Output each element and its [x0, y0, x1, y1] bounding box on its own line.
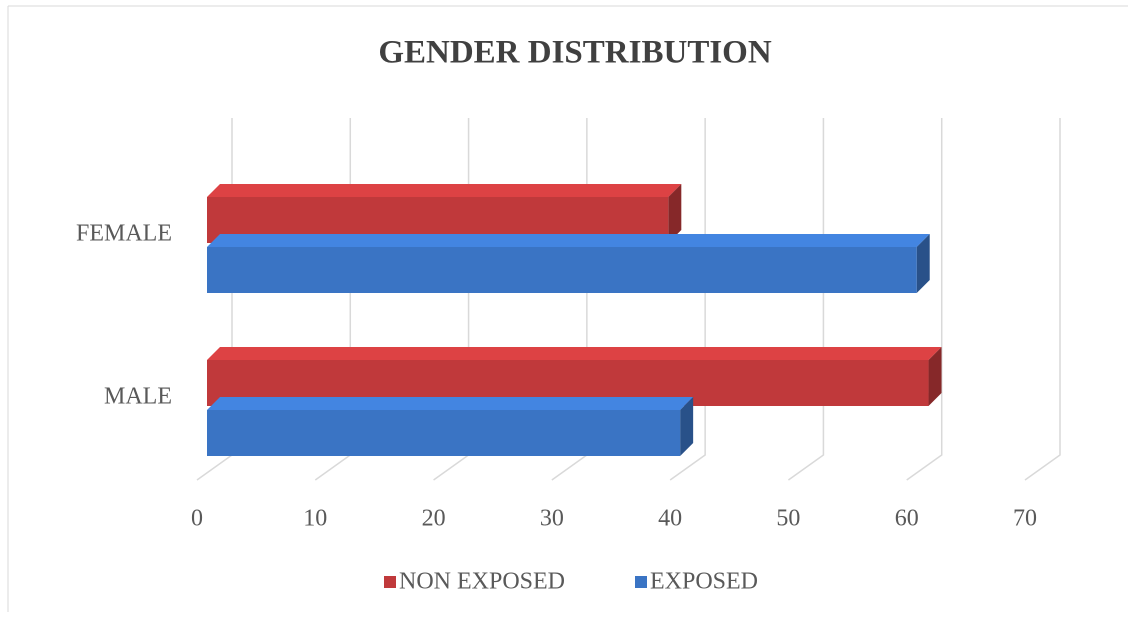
x-tick-label: 20	[422, 506, 446, 532]
legend-label: EXPOSED	[650, 569, 758, 595]
x-tick-label: 10	[303, 506, 327, 532]
legend-swatch	[635, 576, 647, 588]
bar-side	[668, 184, 682, 243]
grid-line	[1024, 118, 1061, 481]
bar-top	[207, 184, 682, 197]
x-tick-label: 0	[191, 506, 203, 532]
bar	[207, 397, 694, 456]
bar-side	[928, 347, 942, 406]
bar-top	[207, 347, 942, 360]
bar-top	[207, 397, 694, 410]
grid-line	[787, 118, 825, 481]
bar-front	[207, 247, 917, 293]
bar	[207, 234, 930, 293]
bar-top	[207, 234, 930, 247]
bar-front	[207, 410, 681, 456]
x-tick-label: 60	[895, 506, 919, 532]
legend-swatch	[384, 576, 396, 588]
bar-side	[916, 234, 930, 293]
x-tick-label: 50	[776, 506, 800, 532]
bar-side	[680, 397, 694, 456]
y-tick-label: FEMALE	[76, 221, 172, 247]
chart-title: GENDER DISTRIBUTION	[378, 35, 772, 71]
grid-line	[669, 118, 706, 481]
y-tick-label: MALE	[104, 384, 172, 410]
x-tick-label: 70	[1013, 506, 1037, 532]
legend-label: NON EXPOSED	[399, 569, 565, 595]
grid-line	[906, 118, 943, 481]
x-tick-label: 30	[540, 506, 564, 532]
x-tick-label: 40	[658, 506, 682, 532]
